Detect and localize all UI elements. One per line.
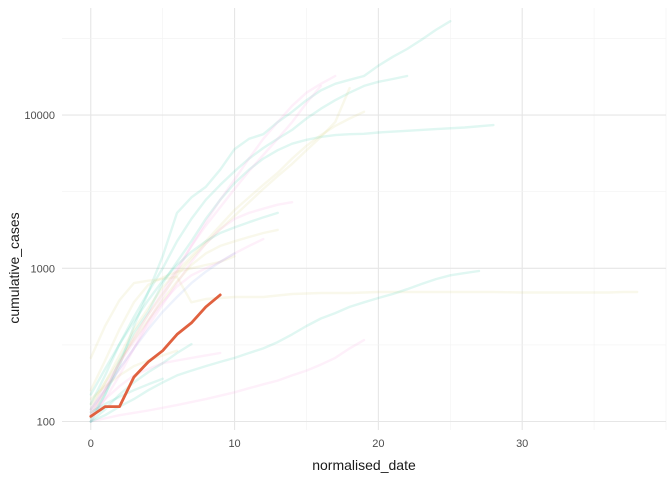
highlighted-series-line [89, 293, 222, 418]
x-tick-label: 10 [228, 438, 240, 450]
background-series-line [89, 20, 452, 420]
background-series-line [89, 237, 265, 411]
background-series-line [89, 84, 323, 417]
y-tick-label: 100 [37, 416, 55, 428]
x-tick-label: 0 [88, 438, 94, 450]
y-tick-label: 1000 [31, 263, 55, 275]
x-tick-label: 20 [372, 438, 384, 450]
background-series-line [89, 351, 222, 417]
background-series-line [89, 338, 366, 423]
x-tick-labels: 0 10 20 30 [88, 438, 529, 450]
background-series-line [89, 86, 351, 417]
y-tick-label: 10000 [24, 110, 55, 122]
y-axis-title: cumulative_cases [6, 212, 22, 323]
y-tick-labels: 100 1000 10000 [24, 110, 55, 428]
x-tick-label: 30 [516, 438, 528, 450]
background-series-line [89, 200, 294, 414]
background-series-line [89, 255, 236, 392]
background-series-line [89, 123, 495, 423]
background-series-line [89, 275, 639, 360]
series-layer [89, 20, 639, 423]
background-series-line [89, 228, 279, 406]
background-series-line [89, 269, 481, 423]
background-series-line [89, 74, 409, 406]
background-series-line [89, 74, 337, 423]
grid [62, 8, 667, 430]
background-series-line [89, 211, 279, 396]
background-series-line [89, 110, 366, 411]
background-series-line [89, 252, 236, 411]
background-series-line [89, 349, 179, 401]
x-axis-title: normalised_date [312, 457, 416, 473]
